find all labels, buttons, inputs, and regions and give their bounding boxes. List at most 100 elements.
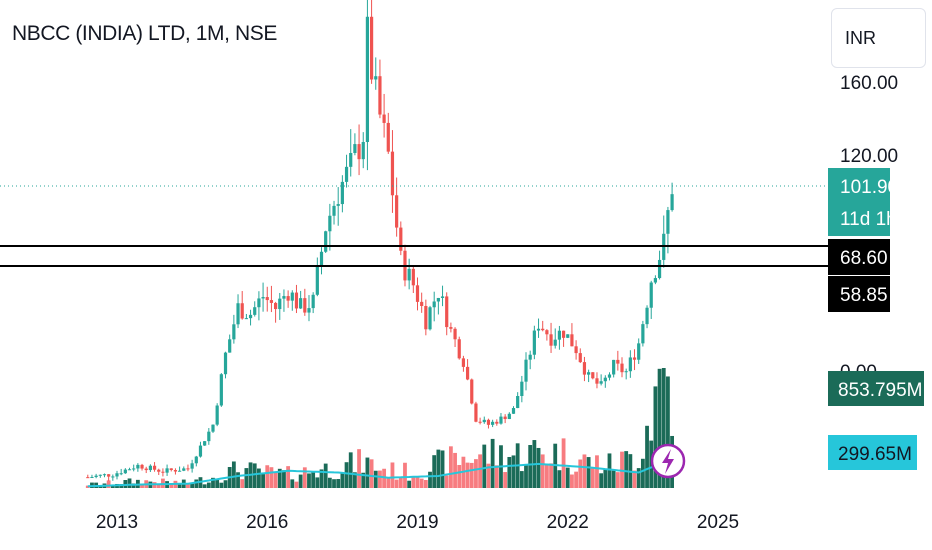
candle-body [591, 372, 595, 379]
volume-bar [186, 483, 190, 488]
candle-body [516, 395, 520, 409]
candle-body [657, 259, 662, 279]
candle-body [561, 330, 566, 338]
volume-bar [595, 455, 599, 488]
volume-bar [131, 483, 136, 488]
currency-selector[interactable]: INR [831, 8, 926, 68]
candle-body [228, 339, 232, 353]
volume-bar [640, 458, 645, 488]
candle-body [344, 166, 349, 182]
volume-bar [307, 473, 311, 488]
volume-bar [344, 462, 349, 488]
volume-bar [202, 484, 207, 488]
volume-bar [565, 467, 570, 488]
volume-ma-badge [828, 435, 917, 470]
candle-body [194, 456, 198, 464]
candle-body [449, 327, 453, 329]
level-value-upper: 68.60 [840, 248, 888, 269]
volume-bar [277, 468, 282, 488]
bar-countdown: 11d 1h [840, 209, 897, 230]
candle-body [219, 374, 223, 406]
volume-bar [561, 438, 566, 488]
candle-body [369, 16, 374, 80]
candle-body [557, 330, 562, 340]
volume-bar [257, 468, 261, 488]
volume-bar [261, 474, 265, 488]
volume-bar [415, 476, 420, 488]
volume-bar [378, 470, 382, 488]
volume-bar [486, 463, 491, 488]
candle-body [582, 362, 587, 375]
candle-body [424, 305, 428, 330]
candle-body [524, 359, 528, 382]
level-badge-lower [828, 276, 890, 312]
volume-bar [586, 457, 591, 488]
volume-bar [315, 477, 320, 488]
volume-bar [340, 473, 345, 488]
volume-bar [236, 472, 240, 488]
volume-bar [549, 463, 553, 488]
candle-body [432, 301, 436, 308]
volume-bar [365, 457, 370, 488]
candle-body [453, 328, 457, 340]
volume-bar [294, 481, 299, 488]
candle-body [465, 366, 470, 380]
candle-body [599, 381, 603, 384]
candle-body [495, 421, 499, 424]
candle-body [624, 371, 628, 373]
candle-body [278, 298, 282, 310]
candle-body [532, 330, 536, 355]
candle-body [587, 372, 591, 375]
volume-bar [419, 478, 424, 488]
candle-body [415, 285, 420, 302]
candle-body [207, 431, 211, 442]
volume-bars [85, 368, 674, 488]
volume-bar [440, 450, 445, 488]
candle-body [186, 468, 190, 470]
level-value-lower: 58.85 [840, 285, 888, 306]
candle-body [545, 330, 549, 335]
candle-body [148, 465, 152, 471]
volume-bar [507, 456, 512, 488]
candle-body [566, 334, 570, 338]
volume-bar [398, 476, 403, 488]
candle-body [211, 424, 215, 432]
volume-bar [482, 444, 487, 488]
volume-bar [215, 479, 220, 488]
volume-bar [661, 368, 666, 488]
candle-body [607, 374, 612, 378]
level-badge-upper [828, 239, 890, 275]
candle-body [257, 298, 261, 308]
candle-body [265, 297, 269, 301]
candle-body [353, 144, 357, 153]
candle-body [536, 328, 541, 331]
candle-body [86, 477, 90, 479]
volume-bar [474, 459, 478, 488]
candle-body [244, 318, 248, 320]
candles [86, 0, 674, 481]
volume-bar [411, 476, 416, 488]
chart-title: NBCC (INDIA) LTD, 1M, NSE [12, 22, 277, 45]
volume-bar [302, 467, 307, 488]
candle-body [232, 324, 236, 340]
volume-bar [311, 472, 316, 488]
candle-body [182, 468, 186, 471]
last-price-value: 101.90 [840, 177, 898, 198]
candle-body [169, 468, 173, 471]
candle-body [90, 477, 94, 479]
volume-bar [231, 461, 236, 488]
candle-body [478, 421, 482, 423]
volume-bar [528, 445, 533, 488]
candle-body [286, 296, 290, 301]
time-tick-label: 2013 [96, 512, 138, 533]
volume-bar [666, 376, 670, 488]
candle-body [436, 297, 440, 302]
lightning-icon[interactable] [650, 443, 686, 479]
candle-body [290, 292, 294, 301]
candle-body [578, 353, 582, 363]
volume-bar [127, 478, 132, 488]
candle-body [248, 314, 253, 319]
candle-body [123, 469, 127, 474]
candle-body [670, 194, 674, 211]
